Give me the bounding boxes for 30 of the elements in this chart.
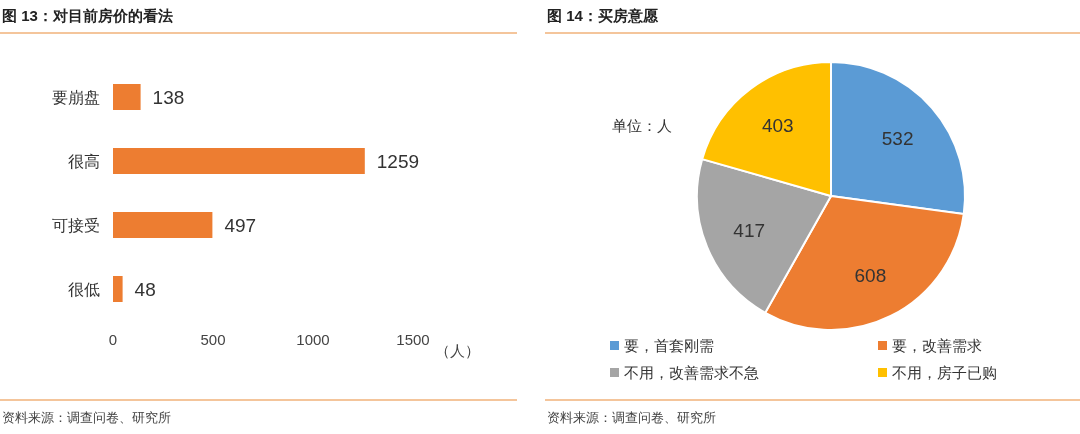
x-tick-label: 1500 bbox=[396, 331, 430, 348]
data-label: 417 bbox=[733, 219, 766, 241]
bar bbox=[113, 84, 141, 110]
data-label: 497 bbox=[224, 215, 257, 236]
legend-label: 不用，房子已购 bbox=[892, 364, 997, 381]
y-tick-label: 要崩盘 bbox=[52, 89, 100, 106]
bar bbox=[113, 148, 365, 174]
x-tick-label: 1000 bbox=[296, 331, 330, 348]
x-tick-label: 0 bbox=[108, 331, 118, 348]
y-tick-label: 很高 bbox=[68, 153, 100, 170]
data-label: 1259 bbox=[376, 151, 420, 172]
x-tick-label: 500 bbox=[200, 331, 226, 348]
data-label: 532 bbox=[881, 127, 914, 149]
y-tick-label: 很低 bbox=[68, 281, 100, 298]
text: 资料来源：调查问卷、研究所 bbox=[2, 410, 171, 425]
text: 资料来源：调查问卷、研究所 bbox=[547, 410, 716, 425]
data-label: 403 bbox=[761, 115, 794, 137]
bar bbox=[113, 212, 213, 238]
data-label: 48 bbox=[134, 279, 156, 300]
y-tick-label: 可接受 bbox=[52, 217, 100, 234]
data-label: 138 bbox=[152, 87, 185, 108]
data-label: 608 bbox=[854, 265, 887, 287]
legend-label: 不用，改善需求不急 bbox=[624, 364, 759, 381]
legend-label: 要，首套刚需 bbox=[624, 337, 714, 354]
x-axis-title: （人） bbox=[435, 342, 480, 359]
text: 单位：人 bbox=[612, 117, 672, 134]
chart-title: 图 14：买房意愿 bbox=[547, 7, 659, 24]
chart-title: 图 13：对目前房价的看法 bbox=[2, 7, 173, 24]
legend-label: 要，改善需求 bbox=[892, 337, 982, 354]
bar bbox=[113, 276, 123, 302]
